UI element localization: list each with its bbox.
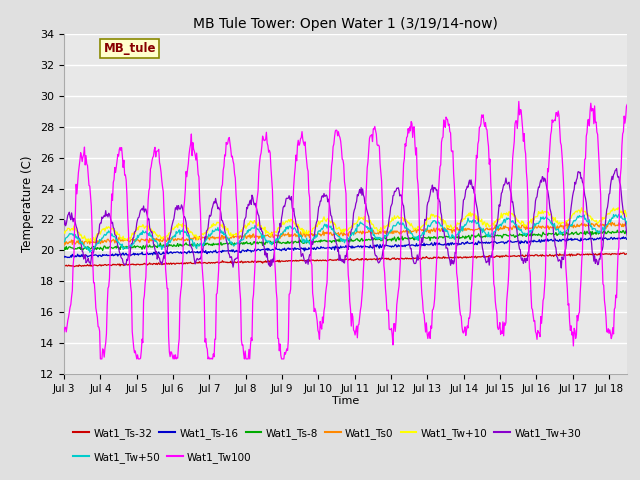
Y-axis label: Temperature (C): Temperature (C) [22, 156, 35, 252]
Text: MB_tule: MB_tule [104, 42, 156, 55]
Title: MB Tule Tower: Open Water 1 (3/19/14-now): MB Tule Tower: Open Water 1 (3/19/14-now… [193, 17, 498, 31]
Legend: Wat1_Tw+50, Wat1_Tw100: Wat1_Tw+50, Wat1_Tw100 [69, 448, 256, 467]
X-axis label: Time: Time [332, 396, 359, 406]
